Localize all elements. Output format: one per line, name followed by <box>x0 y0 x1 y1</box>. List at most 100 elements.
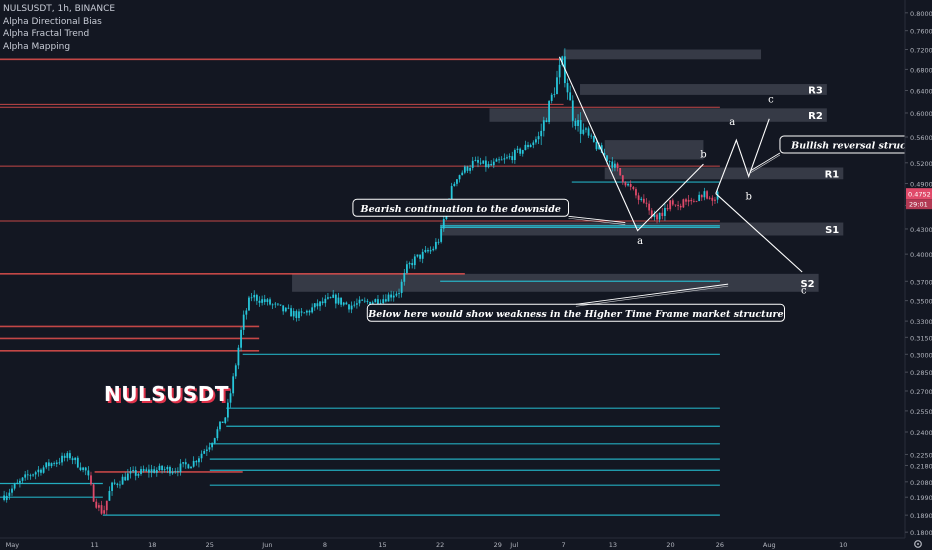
candle-body <box>166 467 169 470</box>
candle-body <box>516 148 519 150</box>
candle-body <box>258 300 261 303</box>
candle-body <box>250 297 253 299</box>
candle-body <box>108 490 111 501</box>
candle-body <box>269 299 271 305</box>
candle-body <box>606 155 608 161</box>
candle-body <box>221 421 224 423</box>
candle-body <box>316 303 319 307</box>
wave-path-projection-down <box>715 193 803 273</box>
candle-body <box>708 197 711 199</box>
callout-text: Bullish reversal structure <box>790 141 928 152</box>
candle-body <box>682 199 685 208</box>
candle-body <box>50 463 53 467</box>
candle-body <box>163 469 166 471</box>
x-tick-label: 26 <box>716 541 724 549</box>
candle-body <box>635 189 637 196</box>
candle-body <box>498 159 500 161</box>
y-tick-label: 0.3300 <box>910 318 932 326</box>
indicator-fractal-trend[interactable]: Alpha Fractal Trend <box>3 29 90 39</box>
candle-body <box>132 470 135 472</box>
candle-body <box>603 152 606 156</box>
gear-icon-ring <box>914 540 922 548</box>
candle-body <box>200 453 203 459</box>
zone-label-s2: S2 <box>800 279 814 290</box>
price-axis-background <box>905 0 932 550</box>
candle-body <box>184 462 187 465</box>
candle-body <box>319 301 321 307</box>
candle-body <box>550 94 553 102</box>
candle-body <box>392 295 395 298</box>
candle-body <box>176 471 179 473</box>
candle-body <box>32 474 34 476</box>
indicator-directional-bias[interactable]: Alpha Directional Bias <box>3 16 102 27</box>
candle-body <box>474 160 477 161</box>
y-tick-label: 0.4000 <box>910 251 932 259</box>
zone-box <box>292 273 819 292</box>
candle-body <box>685 199 687 202</box>
candle-body <box>84 467 87 471</box>
x-tick-label: 10 <box>839 541 847 549</box>
candle-body <box>363 300 366 302</box>
wave-label: c <box>801 286 807 297</box>
candle-body <box>432 248 435 251</box>
wave-label: b <box>700 149 706 160</box>
candle-body <box>42 467 45 473</box>
y-tick-label: 0.6000 <box>910 110 932 118</box>
callout-pointer <box>575 283 729 305</box>
indicator-mapping[interactable]: Alpha Mapping <box>3 41 71 52</box>
candle-body <box>566 83 569 93</box>
candle-body <box>213 438 216 444</box>
callout-text: Bearish continuation to the downside <box>360 204 561 215</box>
y-tick-label: 0.2400 <box>910 429 932 437</box>
candle-body <box>66 453 69 458</box>
candle-body <box>577 120 579 126</box>
y-tick-label: 0.6400 <box>910 88 932 96</box>
candle-body <box>421 251 424 259</box>
countdown-label: 29:01 <box>909 201 928 209</box>
candle-body <box>277 303 279 305</box>
candle-body <box>240 329 242 348</box>
candle-body <box>61 455 63 463</box>
y-tick-label: 0.3000 <box>910 351 932 359</box>
candle-body <box>579 120 582 134</box>
candle-body <box>656 214 658 220</box>
x-tick-label: 15 <box>378 541 386 549</box>
callout-pointer <box>568 215 626 223</box>
candle-body <box>8 492 11 496</box>
candle-body <box>658 212 661 220</box>
candle-body <box>16 482 19 484</box>
candle-body <box>266 299 269 303</box>
candle-body <box>424 250 427 252</box>
candle-body <box>569 92 572 101</box>
candle-body <box>226 402 229 418</box>
candle-body <box>361 299 364 301</box>
wave-path-projection-up <box>715 118 770 194</box>
candle-body <box>698 194 701 202</box>
candle-body <box>308 310 311 313</box>
candle-body <box>248 297 250 311</box>
candle-body <box>145 469 148 471</box>
callout-box <box>366 303 786 322</box>
candle-body <box>574 120 577 126</box>
candle-body <box>113 482 116 484</box>
y-tick-label: 0.2850 <box>910 369 932 377</box>
y-tick-label: 0.7600 <box>910 28 932 36</box>
candle-body <box>545 120 548 122</box>
y-tick-label: 0.2080 <box>910 479 932 487</box>
y-tick-label: 0.2180 <box>910 462 932 470</box>
zone-box <box>563 49 762 60</box>
candle-body <box>171 471 174 474</box>
candle-body <box>40 469 42 473</box>
candle-body <box>71 458 74 461</box>
candle-body <box>179 463 182 473</box>
candle-body <box>403 273 406 282</box>
candle-body <box>458 175 461 180</box>
candle-body <box>190 466 192 469</box>
candle-body <box>632 186 635 190</box>
candle-body <box>182 462 185 464</box>
zone-box <box>440 222 844 236</box>
candle-body <box>63 455 66 458</box>
candle-body <box>24 474 27 478</box>
